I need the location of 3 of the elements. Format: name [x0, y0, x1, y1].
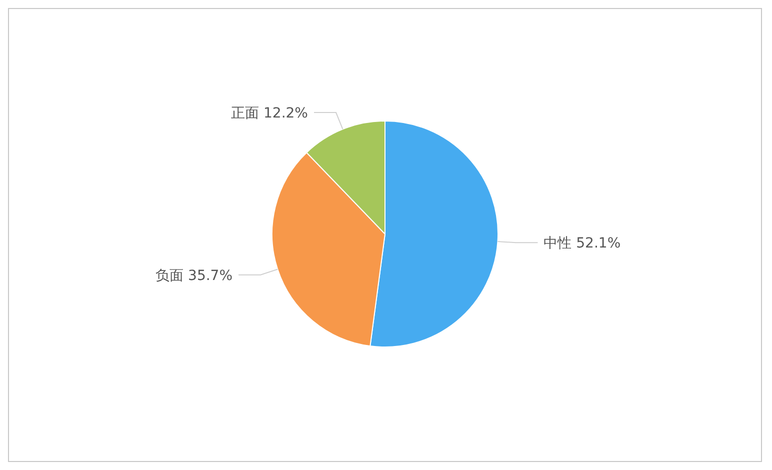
slice-label: 负面 35.7% — [156, 268, 233, 284]
slice-label: 中性 52.1% — [544, 236, 621, 252]
slice-label: 正面 12.2% — [231, 106, 308, 122]
